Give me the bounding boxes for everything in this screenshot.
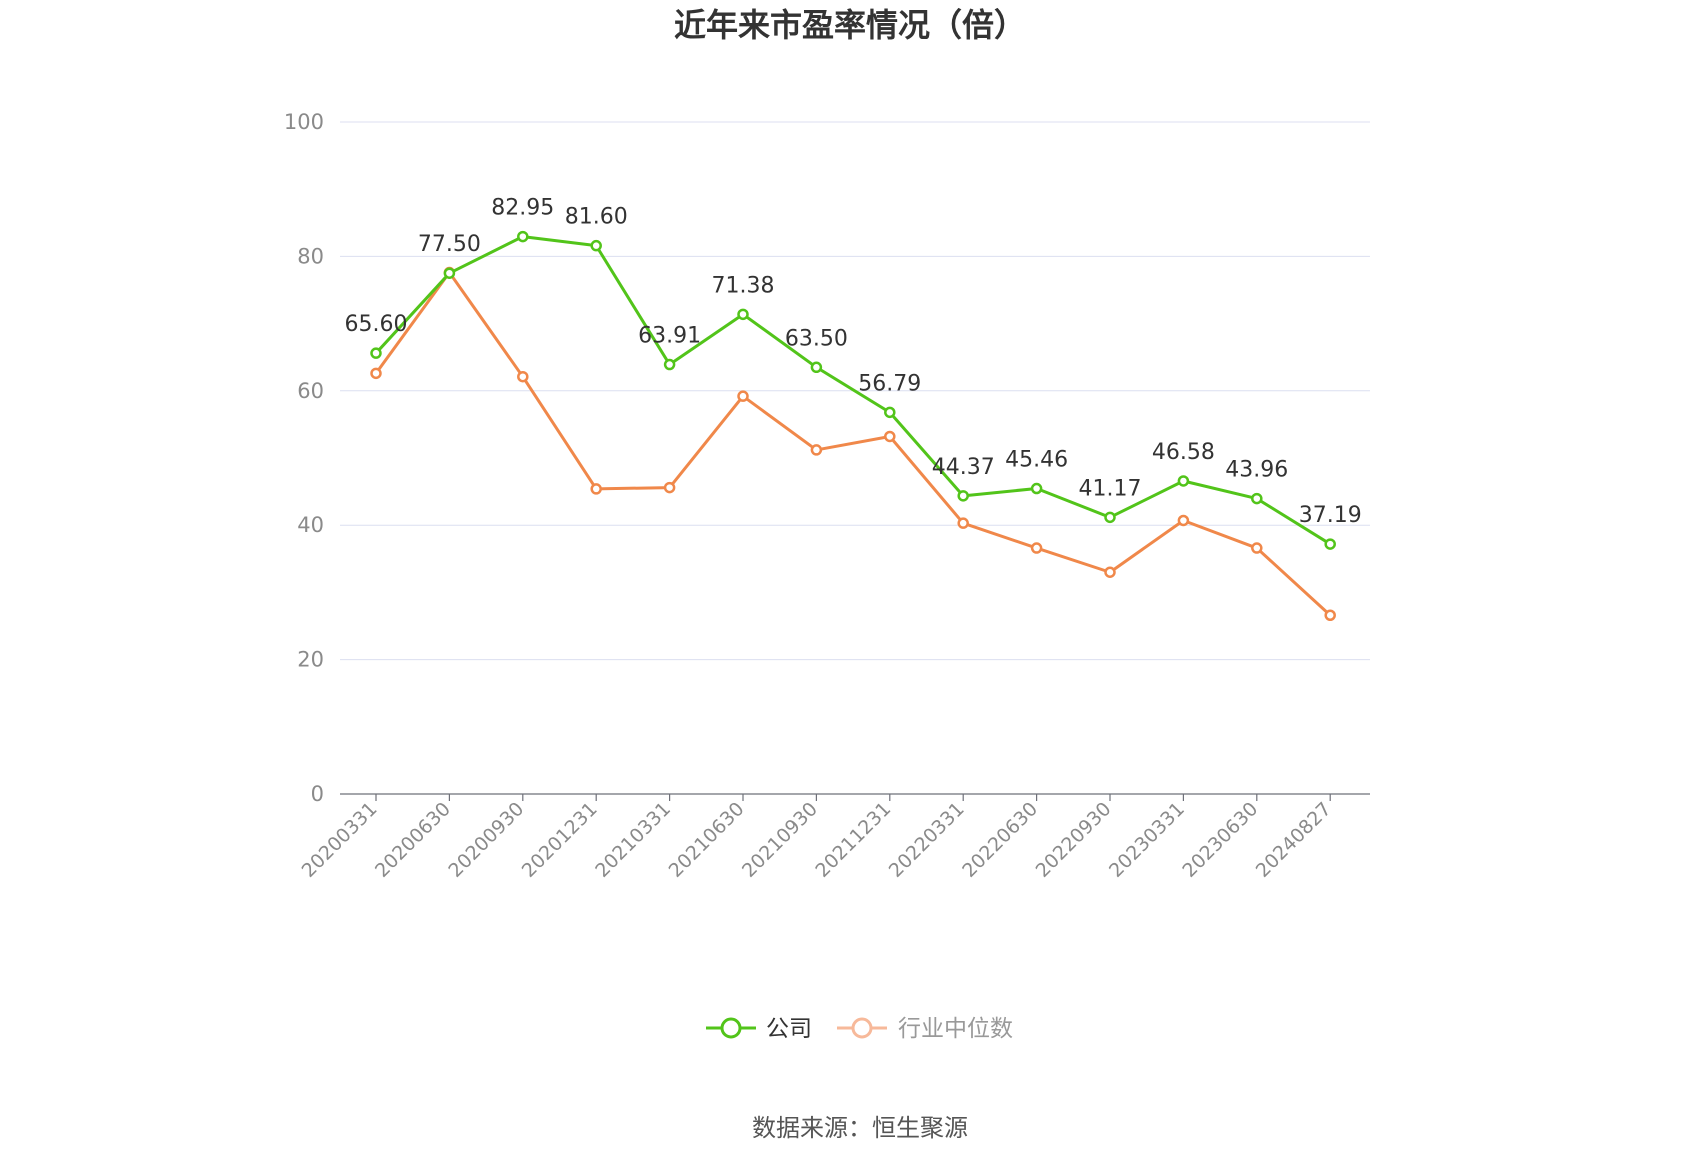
data-label-company: 43.96 xyxy=(1225,458,1288,483)
data-point-company[interactable] xyxy=(1324,538,1336,550)
data-point-company[interactable] xyxy=(1104,511,1116,524)
y-tick-label: 0 xyxy=(311,782,324,806)
legend-item-company[interactable]: 公司 xyxy=(706,1016,812,1042)
data-point-company[interactable] xyxy=(663,358,676,371)
y-tick-label: 80 xyxy=(297,244,324,268)
data-point-industry-median[interactable] xyxy=(590,483,602,495)
data-label-company: 63.91 xyxy=(638,324,701,349)
data-point-company[interactable] xyxy=(1177,475,1190,487)
data-point-industry-median[interactable] xyxy=(810,444,823,456)
data-point-industry-median[interactable] xyxy=(1104,566,1116,578)
x-tick-label: 20210930 xyxy=(738,798,822,882)
y-tick-label: 60 xyxy=(297,379,324,403)
data-point-industry-median[interactable] xyxy=(1177,514,1190,527)
data-label-company: 45.46 xyxy=(1005,448,1068,473)
chart-title: 近年来市盈率情况（倍） xyxy=(674,6,1026,44)
data-point-company[interactable] xyxy=(443,267,456,279)
y-tick-label: 40 xyxy=(297,513,324,537)
data-labels: 65.60 77.50 82.95 81.60 63.91 71.38 63.50 56.79… xyxy=(345,196,1362,529)
x-tick-label: 20230331 xyxy=(1105,798,1189,882)
data-point-industry-median[interactable] xyxy=(1324,609,1336,621)
source-note: 数据来源：恒生聚源 xyxy=(752,1114,968,1142)
data-point-industry-median[interactable] xyxy=(370,367,382,380)
x-tick-label: 20201231 xyxy=(518,798,602,882)
data-point-company[interactable] xyxy=(370,347,382,359)
data-point-company[interactable] xyxy=(737,308,749,321)
data-point-industry-median[interactable] xyxy=(1251,542,1263,554)
data-point-company[interactable] xyxy=(590,239,602,252)
data-point-company[interactable] xyxy=(1030,482,1043,495)
data-point-company[interactable] xyxy=(957,490,969,502)
x-tick-label: 20210630 xyxy=(665,798,749,882)
legend-label-industry-median: 行业中位数 xyxy=(898,1016,1013,1042)
legend-marker-icon xyxy=(851,1017,873,1039)
x-tick-label: 20200331 xyxy=(298,798,382,882)
data-point-industry-median[interactable] xyxy=(517,370,529,383)
data-label-company: 71.38 xyxy=(712,273,775,298)
legend-marker-icon xyxy=(720,1017,742,1039)
data-point-industry-median[interactable] xyxy=(1030,542,1043,554)
x-tick-label: 20240827 xyxy=(1252,798,1336,882)
series-lines xyxy=(370,230,1336,621)
data-label-company: 41.17 xyxy=(1079,476,1142,501)
data-label-company: 63.50 xyxy=(785,326,848,351)
data-label-company: 77.50 xyxy=(418,232,481,257)
x-tick-label: 20211231 xyxy=(811,798,895,882)
data-label-company: 56.79 xyxy=(858,371,921,396)
data-label-company: 37.19 xyxy=(1299,503,1362,528)
data-point-company[interactable] xyxy=(517,230,529,243)
data-point-industry-median[interactable] xyxy=(737,390,749,402)
y-axis: 0 20 40 60 80 100 xyxy=(284,110,324,806)
data-point-industry-median[interactable] xyxy=(884,430,896,443)
x-tick-label: 20230630 xyxy=(1178,798,1262,882)
x-axis: 2020033120200630202009302020123120210331… xyxy=(298,793,1370,882)
series-line-company xyxy=(374,235,1332,546)
y-tick-label: 20 xyxy=(297,648,324,672)
legend[interactable]: 公司 行业中位数 xyxy=(706,1016,1013,1042)
data-label-company: 46.58 xyxy=(1152,440,1215,465)
data-label-company: 81.60 xyxy=(565,205,628,230)
data-point-company[interactable] xyxy=(884,406,896,419)
data-label-company: 65.60 xyxy=(345,312,408,337)
x-tick-label: 20220331 xyxy=(885,798,969,882)
x-tick-label: 20200930 xyxy=(444,798,528,882)
data-point-company[interactable] xyxy=(810,361,823,374)
x-tick-label: 20210331 xyxy=(591,798,675,882)
data-point-company[interactable] xyxy=(1251,492,1263,505)
series-line-industry-median xyxy=(374,271,1332,617)
data-label-company: 44.37 xyxy=(932,455,995,480)
y-tick-label: 100 xyxy=(284,110,324,134)
data-label-company: 82.95 xyxy=(491,196,554,221)
data-point-industry-median[interactable] xyxy=(663,481,676,494)
data-point-industry-median[interactable] xyxy=(957,517,969,529)
x-tick-label: 20200630 xyxy=(371,798,455,882)
x-tick-label: 20220630 xyxy=(958,798,1042,882)
legend-label-company: 公司 xyxy=(766,1016,812,1042)
x-tick-label: 20220930 xyxy=(1032,798,1116,882)
legend-item-industry-median[interactable]: 行业中位数 xyxy=(837,1016,1013,1042)
